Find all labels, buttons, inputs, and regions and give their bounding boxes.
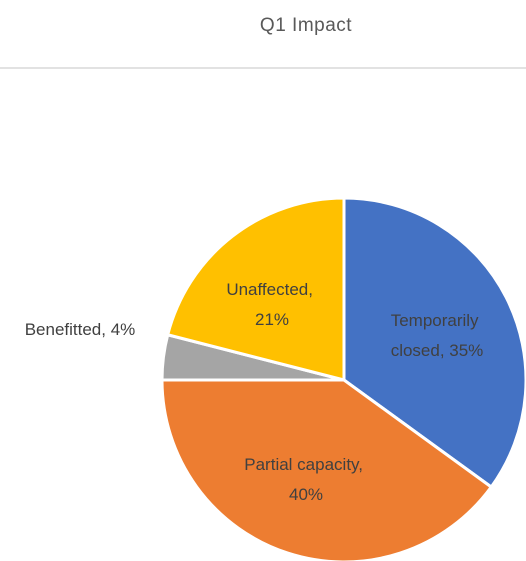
pie-slice: [160, 378, 493, 561]
pie-slice: [166, 196, 346, 382]
data-label: Unaffected, 21%: [226, 280, 317, 329]
chart-title: Q1 Impact: [260, 15, 352, 36]
data-label: Temporarily closed, 35%: [391, 311, 484, 360]
data-label: Benefitted, 4%: [25, 320, 136, 339]
pie-slice: [342, 196, 526, 489]
data-label: Partial capacity, 40%: [244, 455, 367, 504]
